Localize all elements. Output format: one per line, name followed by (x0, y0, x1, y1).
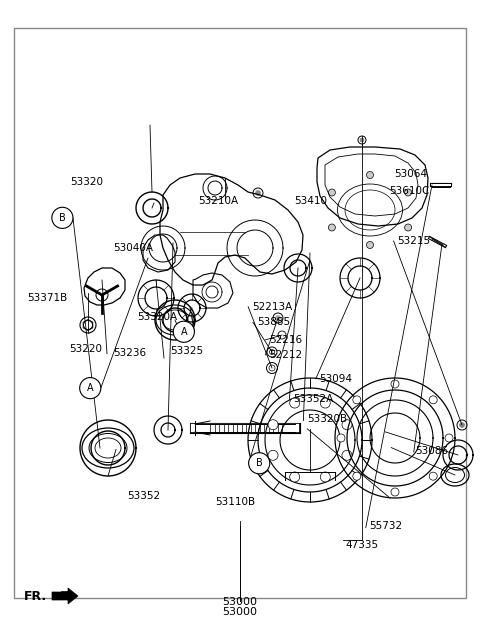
Text: 53610C: 53610C (389, 186, 429, 196)
Text: 52212: 52212 (269, 350, 302, 360)
Circle shape (320, 472, 330, 482)
Text: 53215: 53215 (397, 236, 431, 246)
Circle shape (358, 136, 366, 144)
Circle shape (276, 316, 280, 321)
Circle shape (249, 453, 270, 474)
Circle shape (405, 189, 412, 196)
Circle shape (253, 188, 263, 198)
Text: 53220: 53220 (69, 344, 102, 354)
Text: 55732: 55732 (370, 521, 403, 531)
Text: 53320B: 53320B (307, 414, 348, 424)
Text: 53352A: 53352A (293, 394, 333, 404)
Text: B: B (59, 213, 66, 223)
Text: 53210A: 53210A (198, 196, 239, 206)
Text: 53236: 53236 (113, 348, 146, 358)
Text: 53000: 53000 (223, 597, 257, 607)
Text: 52216: 52216 (269, 335, 302, 345)
Text: 53094: 53094 (319, 374, 352, 384)
Circle shape (429, 396, 437, 404)
Text: 53110B: 53110B (215, 497, 255, 507)
Polygon shape (52, 588, 78, 604)
Circle shape (173, 321, 194, 342)
Circle shape (445, 434, 453, 442)
Text: 53352: 53352 (127, 491, 161, 501)
Circle shape (391, 380, 399, 388)
Circle shape (342, 450, 352, 460)
Text: 53040A: 53040A (113, 243, 154, 253)
Text: 53000: 53000 (223, 607, 257, 617)
Circle shape (337, 434, 345, 442)
Circle shape (360, 138, 364, 142)
Text: 53320: 53320 (70, 177, 103, 187)
Circle shape (255, 190, 261, 195)
Text: 47335: 47335 (346, 540, 379, 550)
Circle shape (429, 472, 437, 480)
Text: 53320A: 53320A (137, 312, 178, 322)
Text: 52213A: 52213A (252, 302, 292, 312)
Text: A: A (180, 327, 187, 337)
Text: B: B (256, 458, 263, 468)
Circle shape (405, 224, 412, 231)
Circle shape (353, 472, 361, 480)
Circle shape (290, 398, 300, 408)
Circle shape (328, 189, 336, 196)
Circle shape (353, 396, 361, 404)
Circle shape (367, 242, 373, 249)
Circle shape (80, 377, 101, 399)
Circle shape (268, 450, 278, 460)
Circle shape (52, 207, 73, 228)
Circle shape (320, 398, 330, 408)
Circle shape (328, 224, 336, 231)
Circle shape (459, 423, 465, 428)
Circle shape (268, 419, 278, 429)
Text: A: A (87, 383, 94, 393)
Text: 53371B: 53371B (27, 293, 67, 303)
Circle shape (391, 488, 399, 496)
Text: 53064: 53064 (395, 169, 428, 179)
Text: 53325: 53325 (170, 346, 204, 356)
Text: FR.: FR. (24, 590, 47, 602)
Text: 53086: 53086 (415, 446, 448, 456)
Circle shape (290, 472, 300, 482)
Text: 53410: 53410 (295, 196, 327, 206)
Text: 53885: 53885 (257, 317, 290, 327)
Circle shape (367, 172, 373, 178)
Circle shape (342, 419, 352, 429)
